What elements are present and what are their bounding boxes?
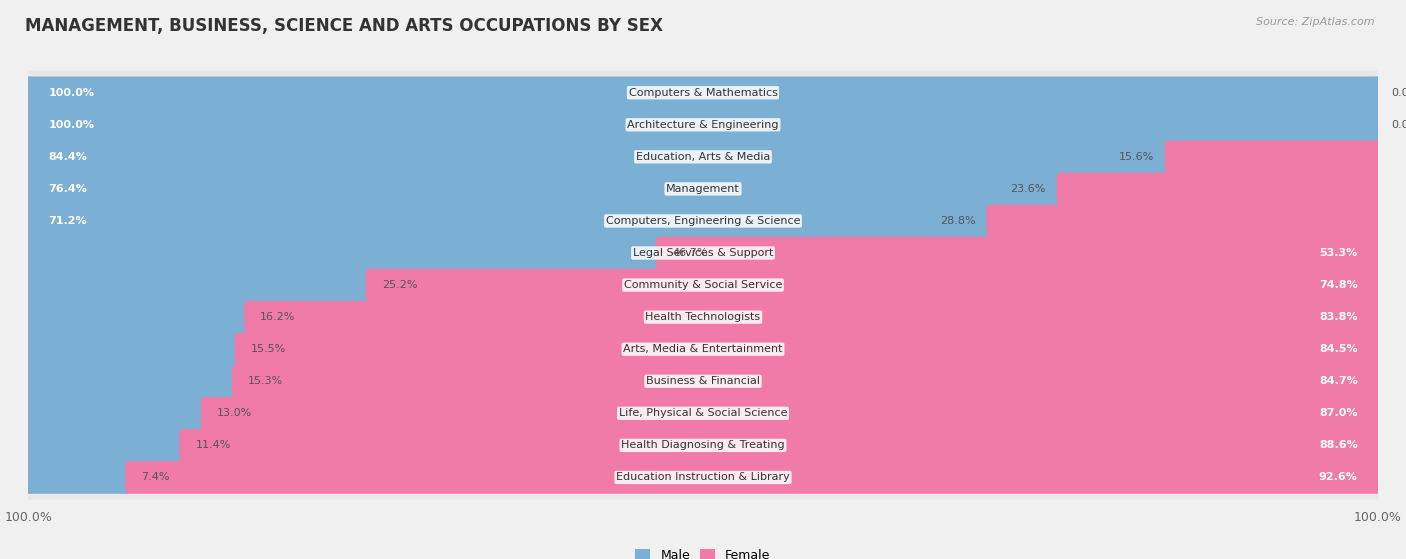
FancyBboxPatch shape: [25, 108, 1381, 141]
Text: 25.2%: 25.2%: [382, 280, 418, 290]
Text: Legal Services & Support: Legal Services & Support: [633, 248, 773, 258]
Text: 84.4%: 84.4%: [48, 152, 87, 162]
FancyBboxPatch shape: [1164, 140, 1381, 173]
Text: Computers, Engineering & Science: Computers, Engineering & Science: [606, 216, 800, 226]
Text: 83.8%: 83.8%: [1319, 312, 1358, 322]
FancyBboxPatch shape: [30, 397, 1376, 430]
Text: 13.0%: 13.0%: [217, 408, 252, 418]
FancyBboxPatch shape: [24, 263, 1382, 307]
FancyBboxPatch shape: [232, 365, 1381, 397]
Text: Life, Physical & Social Science: Life, Physical & Social Science: [619, 408, 787, 418]
FancyBboxPatch shape: [25, 77, 1381, 109]
Text: 15.6%: 15.6%: [1119, 152, 1154, 162]
FancyBboxPatch shape: [125, 461, 1381, 494]
FancyBboxPatch shape: [30, 429, 1376, 462]
FancyBboxPatch shape: [1057, 173, 1381, 205]
FancyBboxPatch shape: [25, 269, 371, 301]
Text: Education Instruction & Library: Education Instruction & Library: [616, 472, 790, 482]
Text: 23.6%: 23.6%: [1011, 184, 1046, 194]
Text: Computers & Mathematics: Computers & Mathematics: [628, 88, 778, 98]
FancyBboxPatch shape: [30, 77, 1376, 109]
FancyBboxPatch shape: [24, 135, 1382, 179]
FancyBboxPatch shape: [201, 397, 1381, 430]
Text: Management: Management: [666, 184, 740, 194]
Text: Health Technologists: Health Technologists: [645, 312, 761, 322]
Text: 0.0%: 0.0%: [1392, 120, 1406, 130]
Text: 84.7%: 84.7%: [1319, 376, 1358, 386]
FancyBboxPatch shape: [30, 173, 1376, 205]
FancyBboxPatch shape: [24, 103, 1382, 147]
FancyBboxPatch shape: [987, 205, 1381, 238]
Text: 11.4%: 11.4%: [195, 440, 231, 451]
Text: 74.8%: 74.8%: [1319, 280, 1358, 290]
Text: 46.7%: 46.7%: [672, 248, 707, 258]
Text: 16.2%: 16.2%: [260, 312, 295, 322]
FancyBboxPatch shape: [25, 140, 1170, 173]
Text: 100.0%: 100.0%: [48, 120, 94, 130]
Text: 71.2%: 71.2%: [48, 216, 87, 226]
Text: 87.0%: 87.0%: [1319, 408, 1358, 418]
FancyBboxPatch shape: [25, 333, 240, 366]
FancyBboxPatch shape: [30, 301, 1376, 334]
FancyBboxPatch shape: [180, 429, 1381, 462]
Text: 7.4%: 7.4%: [142, 472, 170, 482]
FancyBboxPatch shape: [30, 269, 1376, 301]
FancyBboxPatch shape: [25, 236, 661, 269]
FancyBboxPatch shape: [25, 205, 991, 238]
FancyBboxPatch shape: [30, 461, 1376, 494]
Text: 28.8%: 28.8%: [941, 216, 976, 226]
FancyBboxPatch shape: [24, 231, 1382, 275]
FancyBboxPatch shape: [30, 333, 1376, 366]
FancyBboxPatch shape: [24, 391, 1382, 435]
Text: 15.3%: 15.3%: [247, 376, 284, 386]
Text: 84.5%: 84.5%: [1319, 344, 1358, 354]
Text: 53.3%: 53.3%: [1319, 248, 1358, 258]
Legend: Male, Female: Male, Female: [630, 543, 776, 559]
FancyBboxPatch shape: [24, 295, 1382, 339]
FancyBboxPatch shape: [25, 397, 207, 430]
Text: Arts, Media & Entertainment: Arts, Media & Entertainment: [623, 344, 783, 354]
FancyBboxPatch shape: [30, 140, 1376, 173]
FancyBboxPatch shape: [655, 236, 1381, 269]
Text: 88.6%: 88.6%: [1319, 440, 1358, 451]
Text: Education, Arts & Media: Education, Arts & Media: [636, 152, 770, 162]
FancyBboxPatch shape: [235, 333, 1381, 366]
FancyBboxPatch shape: [25, 461, 131, 494]
FancyBboxPatch shape: [245, 301, 1381, 334]
FancyBboxPatch shape: [25, 173, 1062, 205]
FancyBboxPatch shape: [24, 70, 1382, 115]
Text: 76.4%: 76.4%: [48, 184, 87, 194]
FancyBboxPatch shape: [25, 301, 249, 334]
Text: 92.6%: 92.6%: [1319, 472, 1358, 482]
FancyBboxPatch shape: [30, 205, 1376, 238]
FancyBboxPatch shape: [366, 269, 1381, 301]
FancyBboxPatch shape: [24, 423, 1382, 467]
FancyBboxPatch shape: [25, 365, 238, 397]
FancyBboxPatch shape: [24, 456, 1382, 500]
FancyBboxPatch shape: [24, 199, 1382, 243]
Text: Source: ZipAtlas.com: Source: ZipAtlas.com: [1257, 17, 1375, 27]
Text: Business & Financial: Business & Financial: [645, 376, 761, 386]
Text: Architecture & Engineering: Architecture & Engineering: [627, 120, 779, 130]
FancyBboxPatch shape: [25, 429, 184, 462]
Text: Community & Social Service: Community & Social Service: [624, 280, 782, 290]
FancyBboxPatch shape: [30, 236, 1376, 269]
Text: Health Diagnosing & Treating: Health Diagnosing & Treating: [621, 440, 785, 451]
Text: 100.0%: 100.0%: [48, 88, 94, 98]
FancyBboxPatch shape: [30, 365, 1376, 397]
FancyBboxPatch shape: [30, 108, 1376, 141]
FancyBboxPatch shape: [24, 327, 1382, 371]
FancyBboxPatch shape: [24, 359, 1382, 404]
Text: 15.5%: 15.5%: [250, 344, 285, 354]
FancyBboxPatch shape: [24, 167, 1382, 211]
Text: 0.0%: 0.0%: [1392, 88, 1406, 98]
Text: MANAGEMENT, BUSINESS, SCIENCE AND ARTS OCCUPATIONS BY SEX: MANAGEMENT, BUSINESS, SCIENCE AND ARTS O…: [25, 17, 664, 35]
